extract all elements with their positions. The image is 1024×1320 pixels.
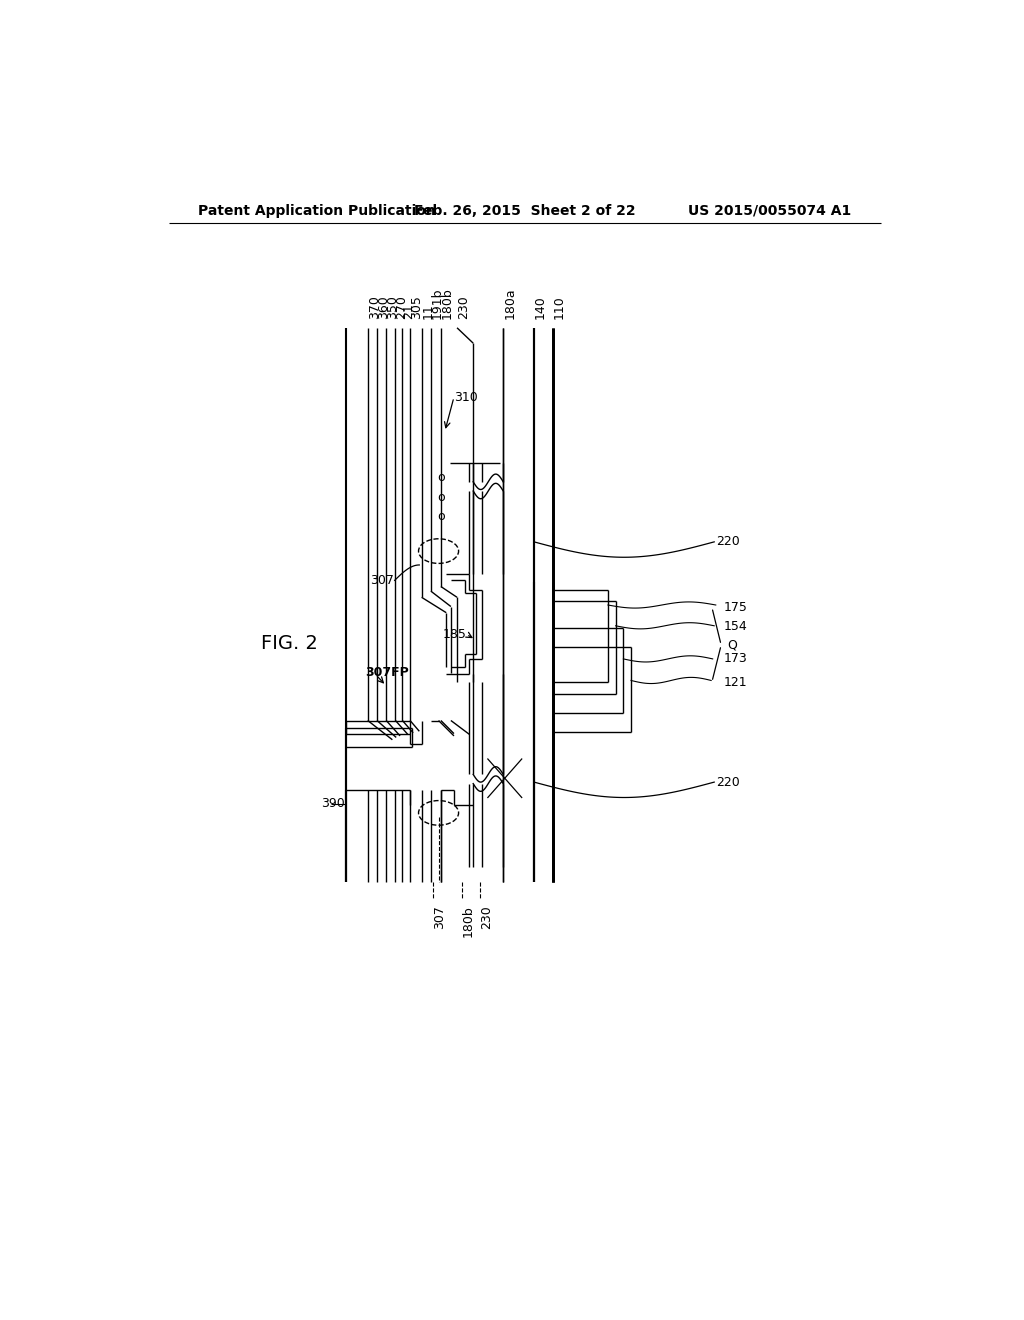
Text: 180b: 180b bbox=[462, 906, 475, 937]
Text: 307: 307 bbox=[433, 906, 446, 929]
Text: Feb. 26, 2015  Sheet 2 of 22: Feb. 26, 2015 Sheet 2 of 22 bbox=[414, 203, 636, 218]
Text: 220: 220 bbox=[716, 776, 739, 788]
Text: 185: 185 bbox=[442, 628, 466, 640]
Text: 121: 121 bbox=[724, 676, 748, 689]
Text: 173: 173 bbox=[724, 652, 748, 665]
Text: 230: 230 bbox=[480, 906, 494, 929]
Text: 191b: 191b bbox=[431, 286, 443, 318]
Text: US 2015/0055074 A1: US 2015/0055074 A1 bbox=[688, 203, 851, 218]
Text: o: o bbox=[437, 510, 444, 523]
Text: 360: 360 bbox=[377, 294, 390, 318]
Text: 220: 220 bbox=[716, 536, 739, 548]
Text: FIG. 2: FIG. 2 bbox=[261, 634, 318, 653]
Text: 110: 110 bbox=[553, 294, 565, 318]
Text: 350: 350 bbox=[386, 294, 399, 318]
Text: 230: 230 bbox=[457, 294, 470, 318]
Text: 180a: 180a bbox=[503, 286, 516, 318]
Text: 305: 305 bbox=[410, 294, 423, 318]
Text: 390: 390 bbox=[322, 797, 345, 810]
Text: 140: 140 bbox=[535, 294, 547, 318]
Text: o: o bbox=[437, 471, 444, 484]
Text: 310: 310 bbox=[454, 391, 478, 404]
Text: 370: 370 bbox=[368, 294, 381, 318]
Text: 180b: 180b bbox=[441, 286, 454, 318]
Text: o: o bbox=[437, 491, 444, 504]
Text: 270: 270 bbox=[395, 294, 409, 318]
Text: 307FP: 307FP bbox=[366, 667, 410, 680]
Text: Q: Q bbox=[727, 639, 737, 652]
Text: 175: 175 bbox=[724, 601, 748, 614]
Text: 307: 307 bbox=[370, 574, 394, 587]
Text: 11: 11 bbox=[422, 302, 434, 318]
Text: 154: 154 bbox=[724, 620, 748, 634]
Text: 21: 21 bbox=[402, 302, 416, 318]
Text: Patent Application Publication: Patent Application Publication bbox=[199, 203, 436, 218]
